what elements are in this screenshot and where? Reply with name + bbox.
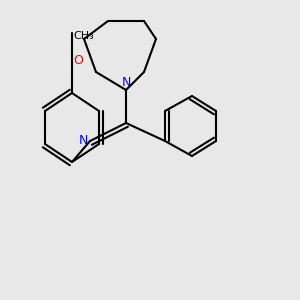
Text: O: O: [74, 53, 83, 67]
Text: N: N: [121, 76, 131, 88]
Text: CH₃: CH₃: [74, 31, 94, 41]
Text: N: N: [79, 134, 88, 148]
